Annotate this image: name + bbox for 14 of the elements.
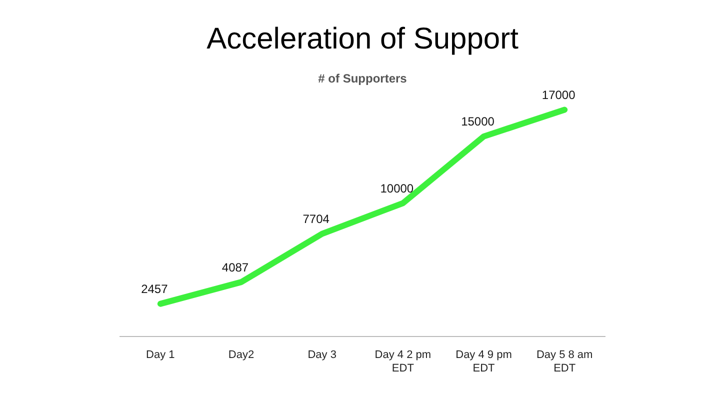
x-tick-label: Day 3 — [308, 349, 336, 362]
x-tick-label: Day 5 8 am EDT — [536, 349, 593, 374]
data-label: 7704 — [302, 212, 330, 226]
chart-subtitle: # of Supporters — [318, 72, 408, 86]
data-label: 17000 — [542, 88, 576, 102]
x-tick-label: Day 4 9 pm EDT — [456, 349, 512, 374]
data-label: 4087 — [222, 260, 249, 274]
x-tick-label: Day 1 — [146, 349, 175, 362]
data-label: 10000 — [380, 181, 414, 196]
chart-title: Acceleration of Support — [206, 22, 520, 56]
data-label: 15000 — [461, 114, 495, 129]
x-tick-label: Day 4 2 pm EDT — [374, 349, 432, 374]
data-label: 2457 — [141, 282, 168, 296]
x-tick-label: Day2 — [228, 349, 254, 362]
